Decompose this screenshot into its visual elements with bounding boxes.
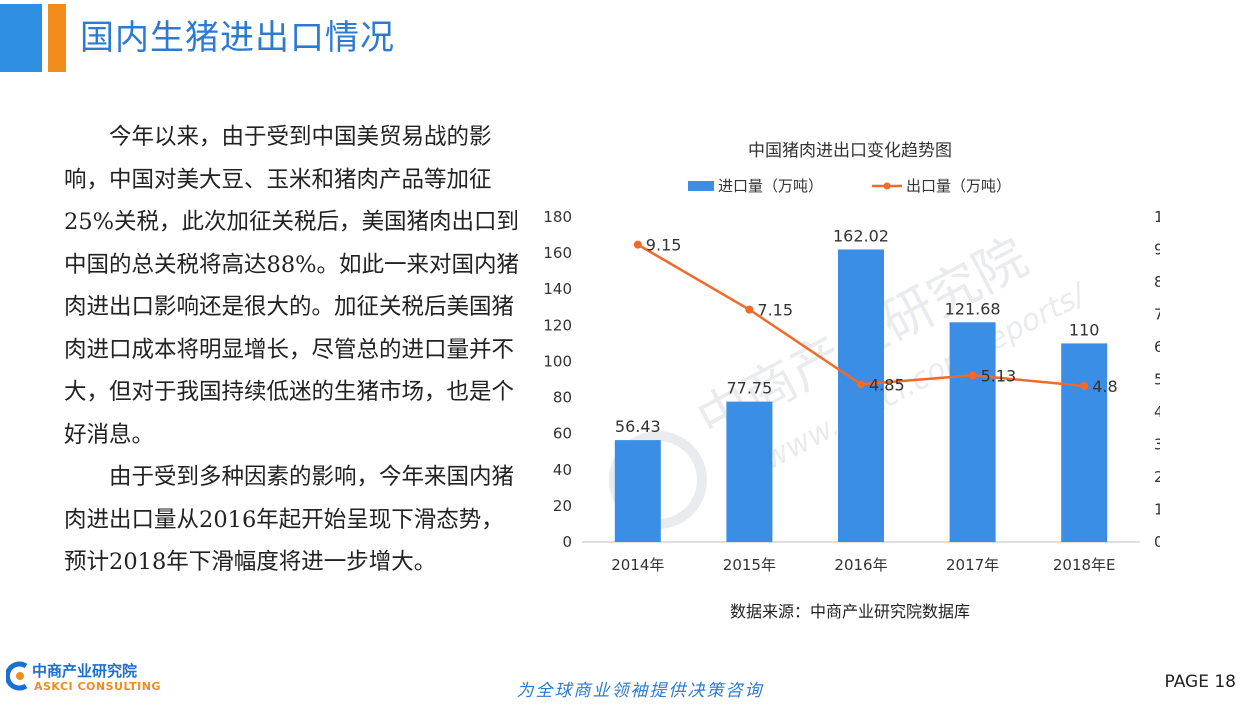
title-accent-orange <box>48 4 66 72</box>
import-bar-label: 77.75 <box>726 379 772 398</box>
footer-slogan: 为全球商业领袖提供决策咨询 <box>516 681 764 701</box>
data-source: 数据来源：中商产业研究院数据库 <box>729 602 970 621</box>
export-point <box>633 240 642 249</box>
left-tick-label: 160 <box>543 244 572 262</box>
export-point <box>857 380 865 389</box>
right-tick-label: 7 <box>1154 306 1160 324</box>
export-point-label: 4.85 <box>869 375 905 394</box>
left-tick-label: 80 <box>553 389 572 407</box>
body-text: 今年以来，由于受到中国美贸易战的影响，中国对美大豆、玉米和猪肉产品等加征25%关… <box>64 116 524 584</box>
left-tick-label: 40 <box>553 461 572 479</box>
askci-logo-icon <box>6 661 28 691</box>
left-tick-label: 20 <box>553 497 572 515</box>
right-tick-label: 4 <box>1154 403 1160 421</box>
pork-trade-chart: 中商产业研究院 www.askci.com/reports/ 中国猪肉进出口变化… <box>543 141 1160 574</box>
x-tick-label: 2015年 <box>723 556 776 574</box>
import-bar <box>838 249 884 542</box>
right-axis: 0 1 2 3 4 5 6 7 8 9 10 <box>1154 208 1160 551</box>
export-point-label: 4.8 <box>1092 377 1117 396</box>
left-tick-label: 0 <box>562 533 572 551</box>
import-bar <box>614 440 661 542</box>
export-point-label: 5.13 <box>981 366 1017 385</box>
legend-label-imports: 进口量（万吨） <box>718 177 823 195</box>
legend: 进口量（万吨） 出口量（万吨） <box>688 177 1011 195</box>
x-tick-label: 2014年 <box>611 556 664 574</box>
title-accent-blue <box>0 4 42 72</box>
paragraph-2: 由于受到多种因素的影响，今年来国内猪肉进出口量从2016年起开始呈现下滑态势，预… <box>64 464 515 575</box>
page-number: PAGE 18 <box>1164 672 1236 692</box>
right-tick-label: 1 <box>1154 501 1160 519</box>
legend-swatch-imports <box>688 181 714 191</box>
export-point-label: 7.15 <box>757 301 793 320</box>
left-tick-label: 100 <box>543 352 572 370</box>
left-tick-label: 60 <box>553 425 572 443</box>
paragraph-1: 今年以来，由于受到中国美贸易战的影响，中国对美大豆、玉米和猪肉产品等加征25%关… <box>64 124 520 448</box>
export-line: 9.15 7.15 4.85 5.13 4.8 <box>633 236 1118 396</box>
chart-title: 中国猪肉进出口变化趋势图 <box>748 141 952 161</box>
import-bar-label: 110 <box>1069 320 1100 339</box>
export-point <box>968 371 977 380</box>
export-point <box>1080 382 1089 390</box>
legend-label-exports: 出口量（万吨） <box>906 177 1011 195</box>
right-tick-label: 0 <box>1154 533 1160 551</box>
right-tick-label: 10 <box>1154 208 1160 226</box>
x-axis-labels: 2014年 2015年 2016年 2017年 2018年E <box>611 556 1115 574</box>
right-tick-label: 9 <box>1154 241 1160 259</box>
export-point <box>745 305 754 314</box>
import-bar-label: 56.43 <box>615 417 661 436</box>
import-bar <box>726 401 773 542</box>
x-tick-label: 2017年 <box>946 556 999 574</box>
right-tick-label: 2 <box>1154 468 1160 486</box>
right-tick-label: 3 <box>1154 436 1160 454</box>
import-bar <box>1061 343 1108 542</box>
page-title: 国内生猪进出口情况 <box>80 18 395 58</box>
x-tick-label: 2018年E <box>1053 556 1116 574</box>
left-axis: 0 20 40 60 80 100 120 140 160 180 <box>543 208 572 551</box>
right-tick-label: 8 <box>1154 273 1160 291</box>
import-bars: 56.43 77.75 162.02 121.68 110 <box>614 226 1108 542</box>
left-tick-label: 140 <box>543 280 572 298</box>
logo-name-cn: 中商产业研究院 <box>32 662 138 680</box>
right-tick-label: 6 <box>1154 338 1160 356</box>
right-tick-label: 5 <box>1154 371 1160 389</box>
logo-name-en: ASKCI CONSULTING <box>34 680 161 693</box>
x-tick-label: 2016年 <box>834 556 887 574</box>
import-bar-label: 162.02 <box>833 226 889 245</box>
export-point-label: 9.15 <box>646 236 682 255</box>
legend-marker-exports <box>883 182 891 190</box>
left-tick-label: 180 <box>543 208 572 226</box>
left-tick-label: 120 <box>543 316 572 334</box>
import-bar <box>949 322 996 542</box>
import-bar-label: 121.68 <box>945 299 1001 318</box>
